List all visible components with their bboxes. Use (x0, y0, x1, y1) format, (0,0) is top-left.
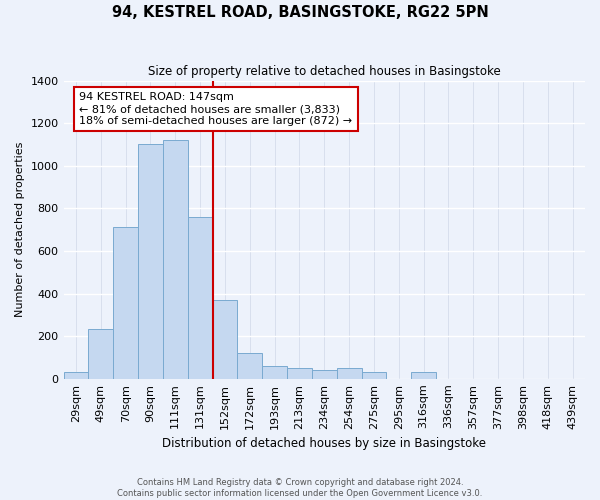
Bar (212, 300, 238, 379)
Text: Contains HM Land Registry data © Crown copyright and database right 2024.
Contai: Contains HM Land Registry data © Crown c… (118, 478, 482, 498)
Bar (188, 217, 212, 379)
X-axis label: Distribution of detached houses by size in Basingstoke: Distribution of detached houses by size … (162, 437, 486, 450)
Bar (88, 329, 113, 379)
Bar (262, 366, 287, 379)
Bar (163, 140, 188, 379)
Bar (312, 370, 337, 379)
Bar (64, 372, 88, 379)
Bar (337, 368, 362, 379)
Bar (411, 372, 436, 379)
Bar (362, 372, 386, 379)
Text: 94, KESTREL ROAD, BASINGSTOKE, RG22 5PN: 94, KESTREL ROAD, BASINGSTOKE, RG22 5PN (112, 5, 488, 20)
Title: Size of property relative to detached houses in Basingstoke: Size of property relative to detached ho… (148, 65, 500, 78)
Bar (138, 144, 163, 379)
Y-axis label: Number of detached properties: Number of detached properties (15, 142, 25, 318)
Bar (238, 353, 262, 379)
Bar (287, 368, 312, 379)
Bar (113, 226, 138, 379)
Text: 94 KESTREL ROAD: 147sqm
← 81% of detached houses are smaller (3,833)
18% of semi: 94 KESTREL ROAD: 147sqm ← 81% of detache… (79, 92, 352, 126)
